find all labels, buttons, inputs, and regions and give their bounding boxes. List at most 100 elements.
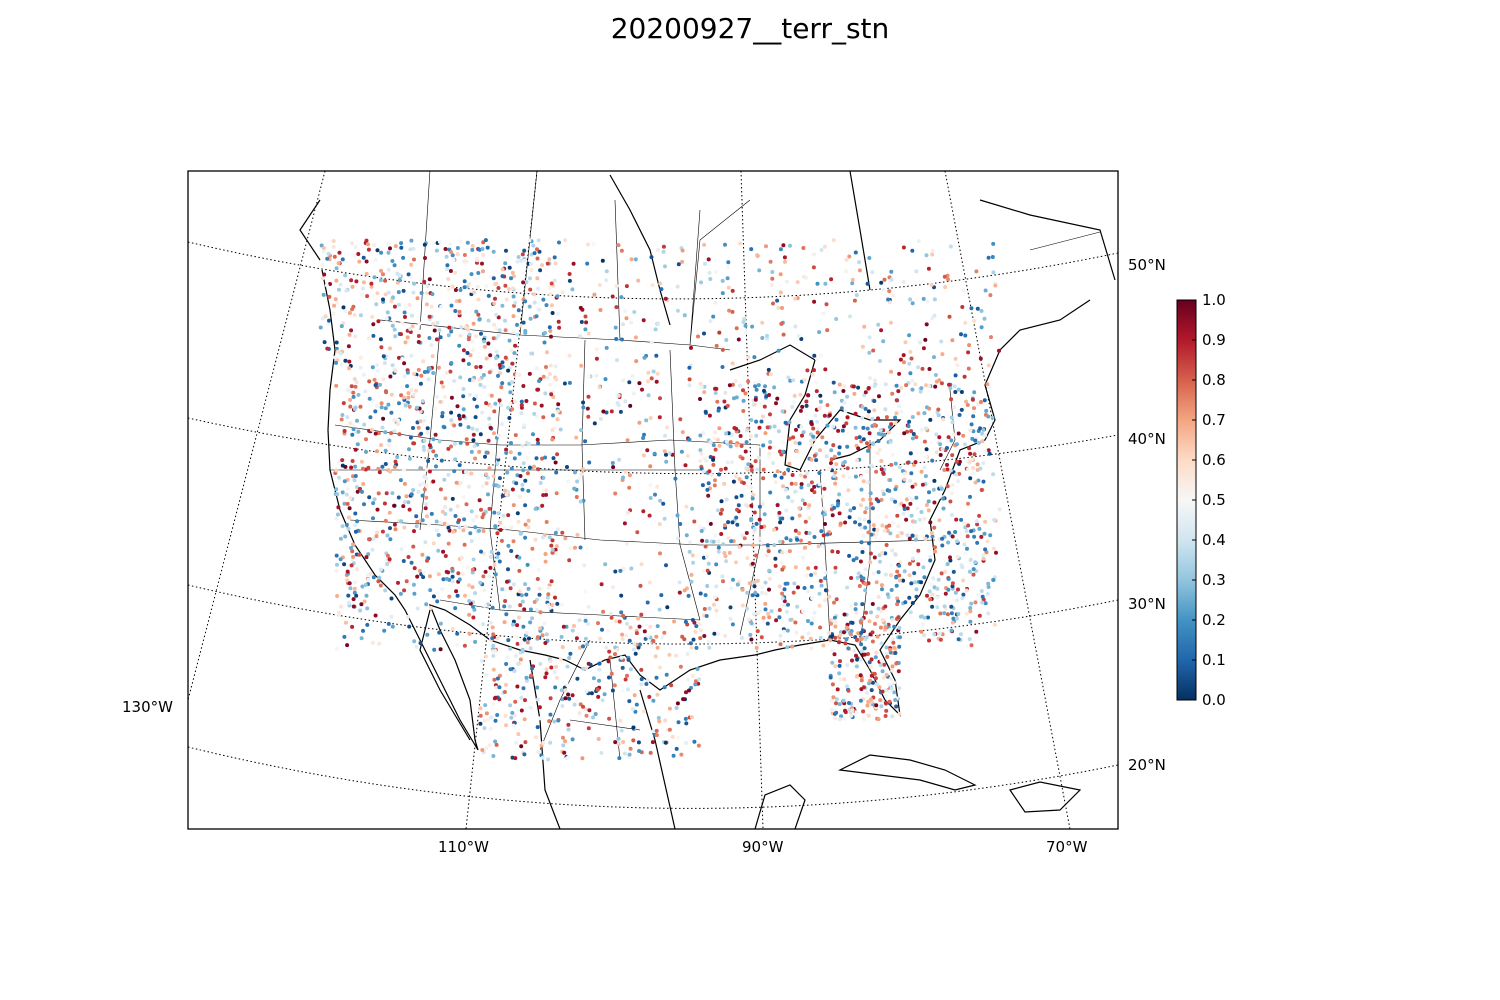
station-point [827, 631, 832, 635]
station-point [921, 565, 926, 570]
station-point [713, 391, 718, 395]
station-point [321, 249, 326, 254]
station-point [954, 442, 959, 447]
station-point [914, 537, 918, 542]
station-point [803, 275, 808, 280]
station-point [757, 268, 762, 273]
station-point [495, 555, 500, 560]
station-point [378, 583, 383, 588]
station-point [425, 632, 430, 637]
station-point [819, 583, 824, 588]
station-point [945, 562, 950, 567]
station-point [323, 314, 328, 319]
station-point [471, 348, 475, 353]
station-point [889, 686, 894, 691]
station-point [515, 511, 520, 516]
station-point [879, 658, 884, 663]
station-point [351, 390, 356, 395]
station-point [955, 554, 960, 559]
station-point [809, 584, 814, 589]
station-point [830, 682, 835, 687]
station-point [914, 495, 919, 500]
station-point [412, 566, 417, 571]
station-point [396, 290, 401, 295]
station-point [689, 572, 694, 577]
station-point [374, 404, 379, 408]
station-point [780, 439, 785, 444]
conus-outline [321, 269, 1091, 751]
station-point [383, 448, 388, 453]
station-point [812, 368, 816, 373]
station-point [862, 517, 867, 522]
station-point [741, 398, 746, 403]
station-point [787, 549, 792, 554]
station-point [434, 528, 439, 533]
station-point [972, 319, 977, 323]
station-point [697, 621, 701, 626]
station-point [549, 392, 554, 397]
station-point [471, 518, 476, 523]
station-point [536, 749, 541, 754]
station-point [686, 677, 690, 682]
station-point [883, 714, 888, 718]
station-point [347, 311, 352, 315]
station-point [655, 645, 660, 650]
station-point [336, 460, 341, 465]
station-point [893, 461, 898, 466]
station-point [914, 269, 919, 274]
station-point [495, 531, 500, 536]
station-point [421, 575, 426, 580]
station-point [883, 551, 888, 556]
station-point [514, 653, 518, 658]
station-point [829, 457, 834, 462]
station-point [547, 585, 551, 590]
station-point [508, 450, 513, 455]
station-point [484, 401, 489, 406]
station-point [603, 377, 608, 382]
station-point [808, 636, 813, 641]
station-point [713, 300, 718, 305]
station-point [736, 503, 741, 508]
station-point [840, 428, 845, 433]
station-point [337, 250, 342, 255]
station-point [755, 629, 760, 634]
station-point [780, 409, 785, 414]
station-point [945, 462, 949, 467]
station-point [536, 387, 541, 392]
station-point [580, 756, 585, 761]
station-point [457, 577, 462, 582]
station-point [567, 272, 572, 276]
station-point [932, 355, 936, 360]
station-point [416, 489, 421, 494]
station-point [653, 492, 657, 497]
station-point [379, 405, 384, 410]
station-point [396, 422, 400, 427]
station-point [783, 259, 787, 264]
station-point [968, 557, 973, 562]
station-point [918, 614, 923, 619]
station-point [675, 284, 680, 289]
station-point [879, 497, 884, 502]
station-point [874, 703, 879, 708]
station-point [519, 744, 524, 749]
station-point [973, 438, 978, 443]
station-point [924, 383, 929, 388]
station-point [791, 435, 796, 440]
station-point [432, 647, 437, 652]
station-point [843, 520, 848, 525]
station-point [427, 366, 432, 371]
station-point [464, 259, 469, 264]
colorbar-tick-label: 1.0 [1202, 291, 1226, 309]
station-point [520, 252, 525, 257]
station-point [467, 332, 472, 337]
station-point [702, 456, 707, 461]
station-point [699, 385, 704, 390]
station-point [675, 308, 680, 313]
station-point [598, 308, 603, 312]
station-point [855, 657, 860, 662]
station-point [795, 537, 800, 542]
station-point [340, 413, 345, 417]
station-point [618, 718, 623, 723]
station-point [446, 570, 451, 575]
station-point [859, 678, 864, 683]
